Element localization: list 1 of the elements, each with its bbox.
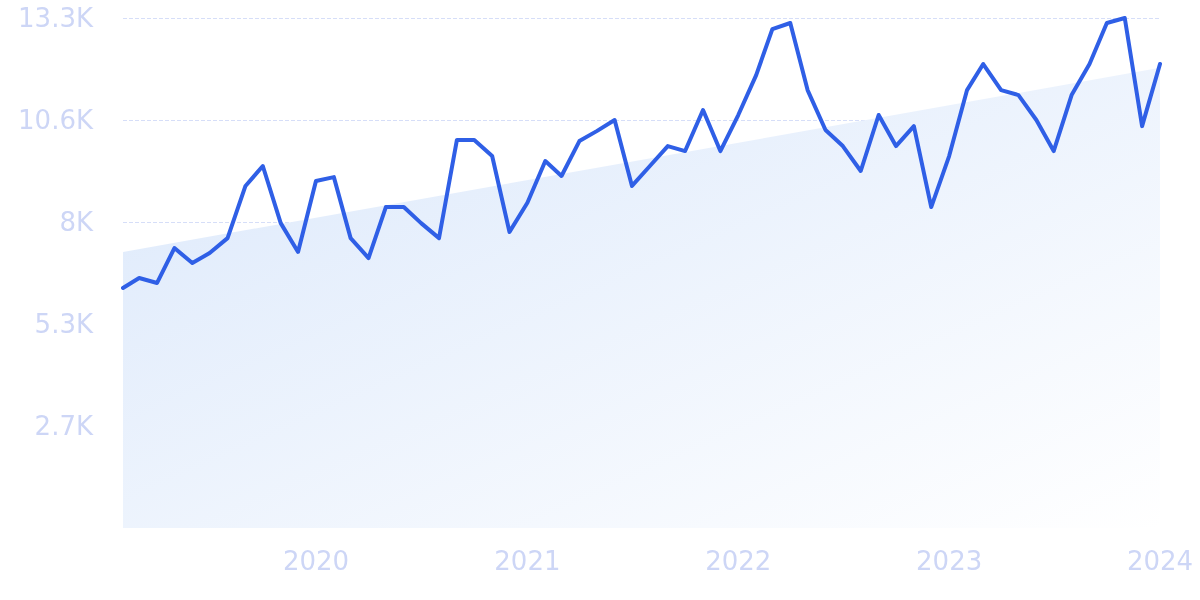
line-series	[121, 16, 1162, 290]
